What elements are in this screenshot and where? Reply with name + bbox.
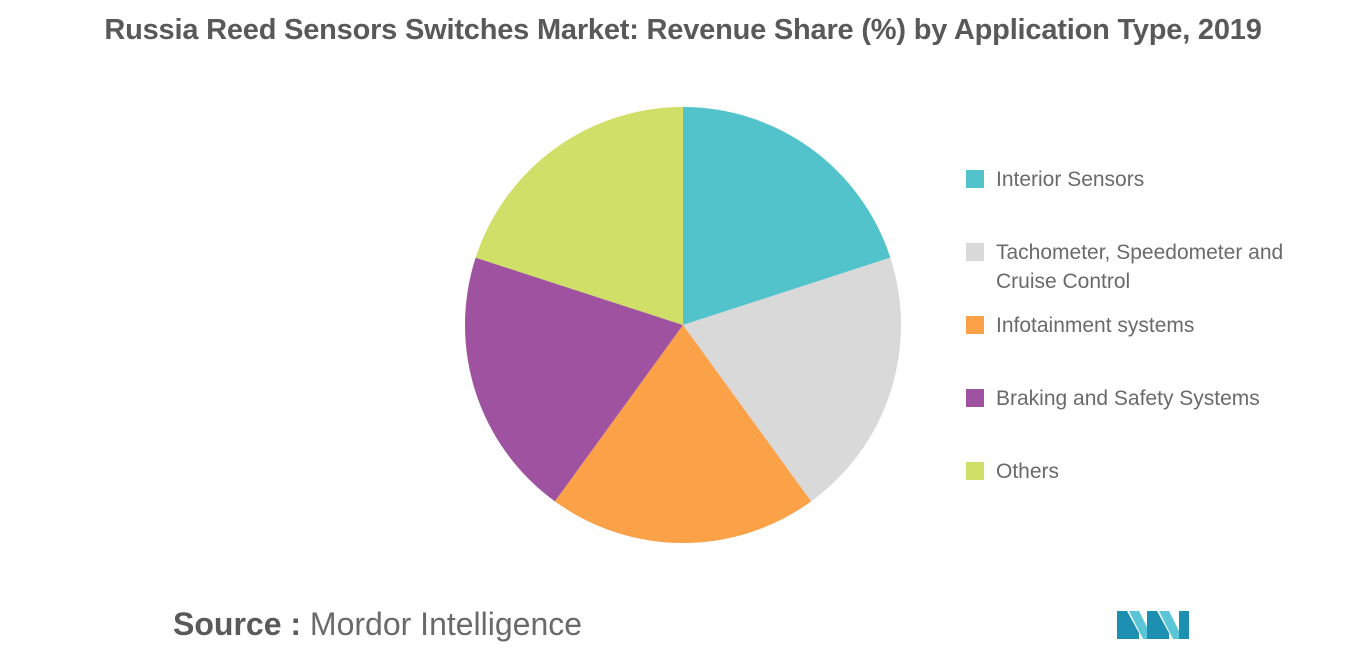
legend-label: Infotainment systems xyxy=(996,314,1195,337)
pie-slice-1 xyxy=(683,107,891,325)
legend-swatch xyxy=(966,389,984,407)
source-label: Source : xyxy=(173,606,302,642)
legend-item: Braking and Safety Systems xyxy=(966,384,1336,413)
legend-label: Interior Sensors xyxy=(996,168,1145,191)
pie-slice-4 xyxy=(464,257,683,502)
legend-label: Braking and Safety Systems xyxy=(996,387,1260,410)
mordor-intelligence-logo-icon xyxy=(1117,611,1189,639)
source-value: Mordor Intelligence xyxy=(309,606,583,642)
pie-slice-5 xyxy=(475,107,683,325)
pie-slice-3 xyxy=(554,325,812,544)
legend-swatch xyxy=(966,243,984,261)
legend-label: Others xyxy=(996,460,1060,483)
legend-swatch xyxy=(966,316,984,334)
legend-swatch xyxy=(966,462,984,480)
pie-slice-2 xyxy=(683,257,901,502)
legend-swatch xyxy=(966,170,984,188)
legend-item: Tachometer, Speedometer and Cruise Contr… xyxy=(966,238,1336,296)
legend-item: Infotainment systems xyxy=(966,311,1336,340)
legend-item: Interior Sensors xyxy=(966,165,1336,194)
source-note: Source : Mordor Intelligence xyxy=(173,606,582,643)
legend-label: Tachometer, Speedometer and Cruise Contr… xyxy=(996,241,1284,293)
legend-item: Others xyxy=(966,457,1336,486)
chart-title: Russia Reed Sensors Switches Market: Rev… xyxy=(104,14,1262,46)
